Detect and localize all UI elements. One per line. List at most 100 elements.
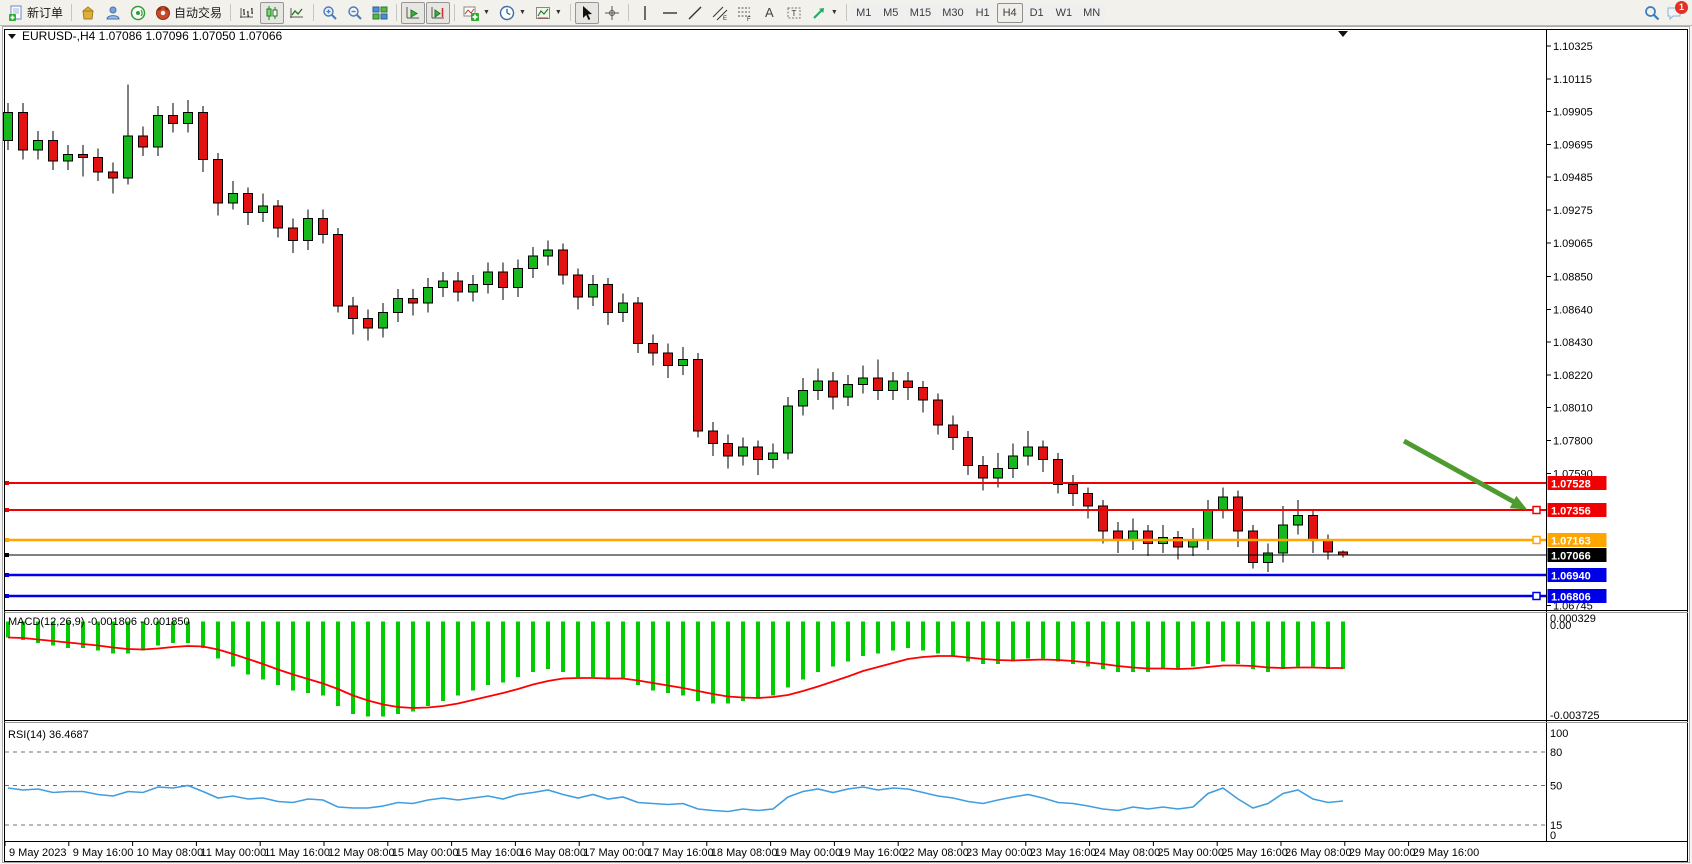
time-axis-label: 17 May 00:00 [583, 847, 650, 859]
candlestick [513, 259, 523, 297]
line-handle[interactable] [1532, 535, 1541, 545]
periods-button[interactable]: ▼ [495, 2, 530, 24]
community-button[interactable] [101, 2, 125, 24]
chart-shift-marker[interactable] [1338, 31, 1348, 37]
candlestick-chart-button[interactable] [260, 1, 285, 24]
periods-clock-icon [499, 5, 515, 20]
community-icon [106, 6, 120, 19]
bar-chart-icon [240, 7, 254, 18]
arrow-annotation-head[interactable] [1509, 495, 1531, 516]
timeframe-button-M1[interactable]: M1 [850, 2, 877, 23]
timeframe-button-M15[interactable]: M15 [904, 2, 937, 23]
arrow-annotation-shaft[interactable] [1402, 438, 1518, 506]
bar-chart-button[interactable] [235, 2, 259, 24]
chart-canvas[interactable]: 1.10325 1.10115 1.09905 1.09695 1.09485 1.092… [0, 26, 1692, 864]
price-axis-label: 1.09065 [1553, 238, 1593, 250]
price-axis-label: 1.09695 [1553, 140, 1593, 152]
cursor-button[interactable] [574, 1, 599, 24]
timeframe-button-W1[interactable]: W1 [1050, 2, 1078, 23]
time-axis-label: 25 May 00:00 [1157, 847, 1224, 859]
price-axis-label: 1.07800 [1553, 436, 1593, 448]
candlestick [153, 106, 163, 156]
fibonacci-tool[interactable]: F [733, 2, 757, 24]
chat-button[interactable]: 1 [1666, 0, 1688, 21]
line-left-end[interactable] [5, 573, 9, 577]
arrows-tool-button[interactable]: ▼ [807, 2, 842, 24]
timeframe-group: M1 M5 M15 M30 H1 H4 D1 W1 MN [850, 2, 1106, 23]
candlestick [678, 347, 688, 375]
timeframe-button-MN[interactable]: MN [1078, 2, 1106, 23]
price-line-label-box [1547, 589, 1607, 603]
line-left-end[interactable] [5, 538, 9, 542]
candlestick [288, 218, 298, 253]
toolbar-separator [313, 4, 315, 21]
candlestick [408, 289, 418, 316]
time-axis-label: 22 May 08:00 [902, 847, 969, 859]
line-chart-button[interactable] [285, 2, 309, 24]
line-handle[interactable] [1532, 505, 1541, 515]
price-axis-label: 1.09485 [1553, 172, 1593, 184]
candlestick [168, 103, 178, 133]
candlestick [1068, 475, 1078, 506]
dropdown-caret: ▼ [554, 9, 562, 16]
candlestick [1023, 431, 1033, 466]
signals-icon [130, 5, 146, 20]
auto-scroll-icon [406, 6, 420, 18]
candlestick [498, 262, 508, 300]
timeframe-button-M5[interactable]: M5 [877, 2, 904, 23]
line-left-end[interactable] [5, 553, 9, 557]
candlestick [393, 289, 403, 322]
timeframe-button-H4[interactable]: H4 [996, 2, 1023, 23]
candlestick [588, 275, 598, 306]
zoom-out-button[interactable] [343, 2, 367, 24]
timeframe-button-M30[interactable]: M30 [937, 2, 969, 23]
auto-scroll-button[interactable] [401, 1, 426, 24]
channel-icon: E [712, 6, 728, 21]
candlestick [858, 365, 868, 394]
chart-shift-button[interactable] [426, 1, 451, 24]
rsi-axis-label: 0 [1550, 830, 1556, 842]
macd-max-label: 0.000329 [1550, 613, 1596, 625]
market-icon [82, 5, 94, 19]
zoom-out-icon [348, 5, 362, 20]
candlestick [318, 209, 328, 244]
line-chart-icon [290, 7, 304, 18]
time-axis-label: 9 May 2023 [9, 847, 66, 859]
candlestick [63, 145, 73, 170]
search-icon[interactable] [1644, 5, 1660, 21]
candlestick [378, 303, 388, 338]
toolbar-separator [627, 4, 629, 21]
line-handle[interactable] [1532, 591, 1541, 601]
candlestick [978, 456, 988, 491]
candlestick [648, 334, 658, 366]
time-axis-label: 9 May 16:00 [73, 847, 134, 859]
indicators-button[interactable]: ▼ [459, 2, 494, 24]
signals-button[interactable] [126, 2, 150, 24]
price-axis-label: 1.10325 [1553, 41, 1593, 53]
text-tool[interactable]: A [758, 2, 781, 24]
line-left-end[interactable] [5, 481, 9, 485]
timeframe-button-H1[interactable]: H1 [969, 2, 996, 23]
equidistant-channel-tool[interactable]: E [708, 2, 732, 24]
candlestick [948, 415, 958, 450]
horizontal-line-tool[interactable] [658, 2, 682, 24]
crosshair-button[interactable] [600, 2, 624, 24]
timeframe-button-D1[interactable]: D1 [1023, 2, 1050, 23]
candlestick [1263, 543, 1273, 572]
toolbar-separator [71, 4, 73, 21]
dropdown-caret: ▼ [518, 9, 526, 16]
line-left-end[interactable] [5, 594, 9, 598]
line-left-end[interactable] [5, 508, 9, 512]
chart-menu-arrow[interactable] [8, 34, 16, 39]
text-label-tool[interactable]: T [782, 2, 806, 24]
candlestick [453, 272, 463, 302]
templates-button[interactable]: ▼ [531, 2, 566, 24]
vertical-line-tool[interactable] [633, 2, 657, 24]
trendline-tool[interactable] [683, 2, 707, 24]
chart-window: 1.10325 1.10115 1.09905 1.09695 1.09485 1.092… [0, 26, 1692, 864]
market-button[interactable] [76, 2, 100, 24]
autotrading-button[interactable]: 自动交易 [151, 2, 226, 24]
new-order-button[interactable]: 新订单 [4, 2, 67, 24]
zoom-in-button[interactable] [318, 2, 342, 24]
tile-windows-button[interactable] [368, 2, 392, 24]
